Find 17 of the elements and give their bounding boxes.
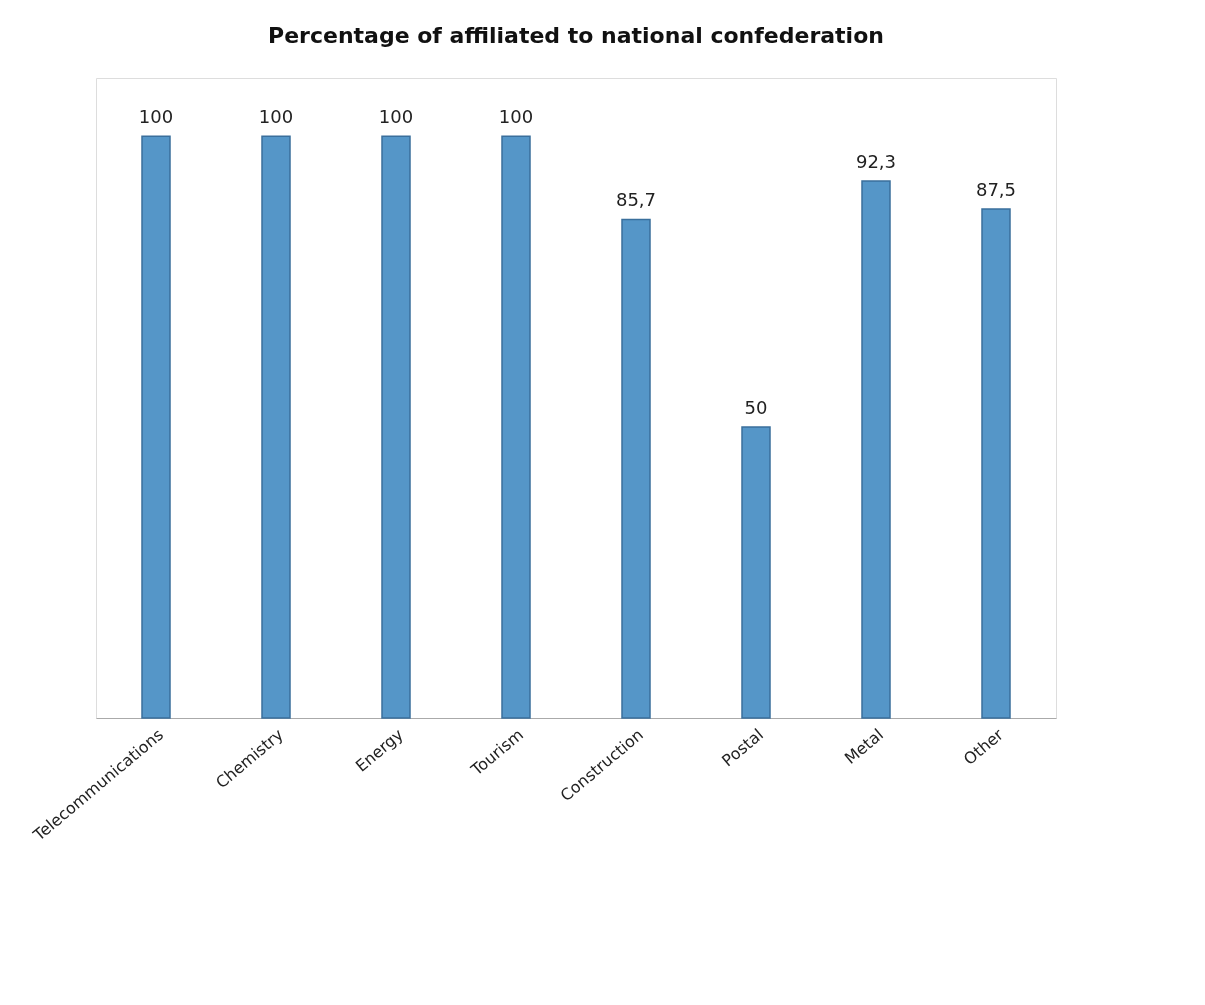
bar [741,426,771,719]
data-label: 100 [138,106,174,128]
bar [141,135,171,719]
data-label: 100 [498,106,534,128]
data-label: 92,3 [855,150,897,172]
data-label: 100 [258,106,294,128]
data-label: 87,5 [975,178,1017,200]
bar [861,180,891,719]
bar [381,135,411,719]
data-label: 85,7 [615,189,657,211]
bar [501,135,531,719]
bar [621,218,651,719]
bar [261,135,291,719]
data-label: 100 [378,106,414,128]
chart-title: Percentage of affiliated to national confederation [268,23,884,48]
data-label: 50 [744,397,768,419]
bar [981,208,1011,719]
